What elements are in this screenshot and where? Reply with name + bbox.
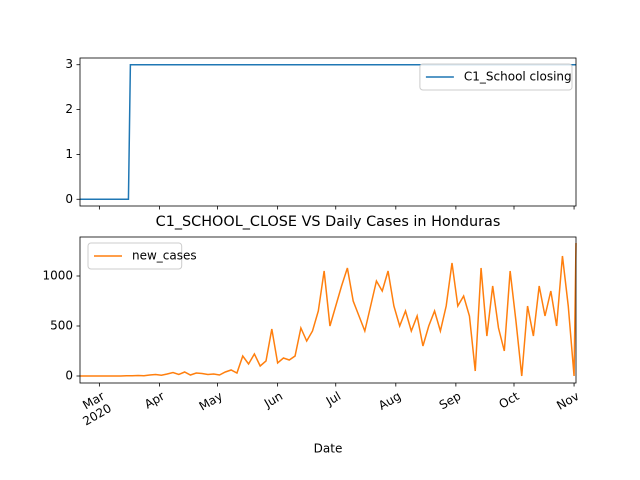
y-tick-label: 1000 xyxy=(42,269,73,283)
x-tick-label: Jul xyxy=(323,389,343,409)
chart-title: C1_SCHOOL_CLOSE VS Daily Cases in Hondur… xyxy=(156,214,501,230)
plot-frame xyxy=(79,57,577,207)
series-line xyxy=(80,242,577,377)
y-tick-label: 3 xyxy=(65,57,73,71)
x-tick-label: Aug xyxy=(376,389,403,413)
x-tick-label: May xyxy=(196,389,224,414)
legend-label: new_cases xyxy=(132,249,197,263)
plot-frame xyxy=(79,236,577,384)
x-tick-label: Oct xyxy=(496,388,521,411)
y-tick-label: 0 xyxy=(65,369,73,383)
x-axis-label: Date xyxy=(314,442,343,456)
x-tick-label: Nov xyxy=(554,389,581,413)
x-tick-label: Apr xyxy=(142,388,167,411)
legend-box xyxy=(87,242,183,270)
x-tick-label: Sep xyxy=(437,389,464,412)
y-tick-label: 500 xyxy=(50,319,73,333)
legend-box xyxy=(419,63,573,91)
x-tick-label: Jun xyxy=(261,389,285,411)
y-tick-label: 1 xyxy=(65,147,73,161)
x-tick-label: Mar2020 xyxy=(73,388,114,428)
legend-label: C1_School closing xyxy=(464,70,572,84)
y-tick-label: 2 xyxy=(65,102,73,116)
series-line xyxy=(80,63,576,201)
y-tick-label: 0 xyxy=(65,192,73,206)
